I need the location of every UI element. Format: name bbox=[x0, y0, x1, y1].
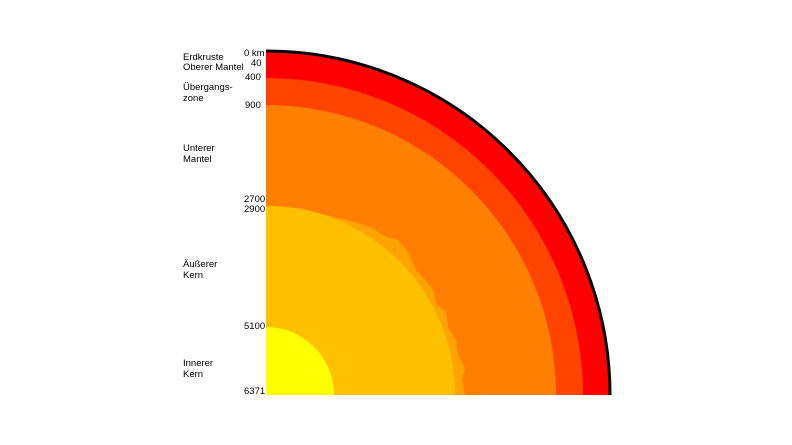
depth-label-0km: 0 km bbox=[244, 48, 265, 59]
depth-label-2700: 2700 bbox=[244, 194, 266, 205]
layer-label-oberer-mantel: Oberer Mantel bbox=[183, 62, 244, 73]
depth-label-6371: 6371 bbox=[244, 386, 266, 397]
depth-label-40: 40 bbox=[251, 58, 262, 69]
depth-label-900: 900 bbox=[245, 100, 261, 111]
layer-label-unterer-mantel: Unterer Mantel bbox=[183, 143, 215, 165]
layer-label-aeusserer-kern: Äußerer Kern bbox=[183, 259, 218, 281]
depth-label-400: 400 bbox=[245, 72, 261, 83]
earth-surface-outline bbox=[265, 49, 612, 396]
depth-label-5100: 5100 bbox=[244, 321, 266, 332]
layer-label-erdkruste: Erdkruste bbox=[183, 52, 224, 63]
depth-label-2900: 2900 bbox=[244, 204, 266, 215]
layer-label-uebergangszone: Übergangs- zone bbox=[183, 82, 233, 104]
layer-label-innerer-kern: Innerer Kern bbox=[183, 358, 214, 380]
inner-core-quadrant bbox=[266, 327, 334, 395]
